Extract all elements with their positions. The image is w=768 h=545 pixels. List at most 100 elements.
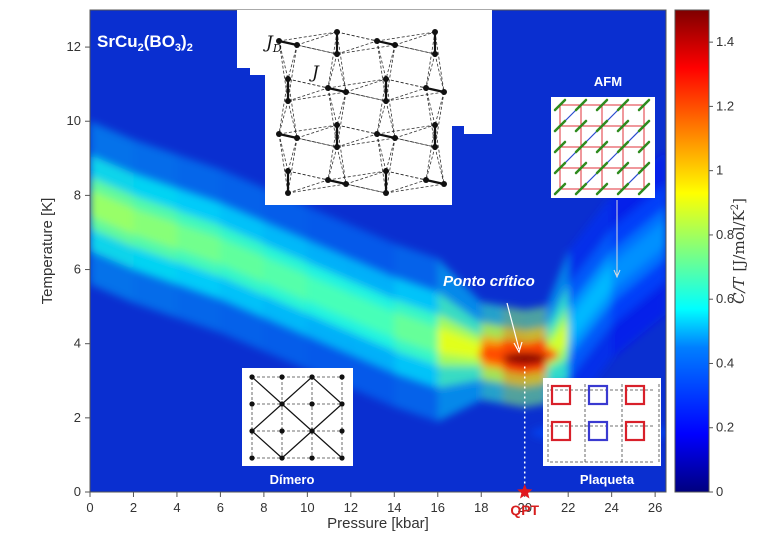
y-tick-label: 2 — [74, 410, 81, 425]
lattice-j-bond — [425, 31, 436, 89]
label-j: J — [309, 63, 320, 83]
lattice-j-bond — [296, 44, 338, 55]
lattice-site — [294, 42, 300, 48]
dimer-site — [249, 455, 255, 461]
x-tick-label: 8 — [260, 500, 267, 515]
lattice-j-bond — [385, 44, 396, 102]
dimer-bond — [311, 376, 343, 405]
lattice-jd-bond — [376, 132, 396, 140]
lattice-site — [325, 85, 331, 91]
afm-spin-arrow — [616, 182, 630, 196]
lattice-j-bond — [394, 44, 436, 55]
plaquette-square — [624, 384, 646, 406]
colorbar: 0 0.2 0.4 0.6 0.8 1 1.2 1.4 C/T[J/mol/K2] — [674, 9, 748, 499]
colorbar-tick-label: 0.4 — [716, 355, 734, 370]
heat-band-segment — [133, 208, 177, 250]
y-tick-label: 6 — [74, 262, 81, 277]
afm-inset: AFM — [551, 74, 655, 279]
lattice-j-bond — [394, 137, 436, 148]
lattice-j-bond — [376, 40, 387, 102]
lattice-site — [383, 76, 389, 82]
lattice-site — [374, 131, 380, 137]
critical-point-arrow-line — [506, 302, 520, 350]
lattice-site — [423, 177, 429, 183]
lattice-j-bond — [287, 179, 329, 194]
afm-pointer-arrowhead — [613, 269, 621, 279]
label-jd: JD — [263, 33, 282, 55]
lattice-j-bond — [278, 40, 289, 102]
lattice-j-bond — [296, 31, 338, 46]
x-tick-label: 10 — [300, 500, 314, 515]
lattice-site — [285, 98, 291, 104]
afm-spin-arrow — [595, 140, 609, 154]
colorbar-title: C/T[J/mol/K2] — [730, 198, 748, 304]
plaquette-inset: Plaqueta — [543, 378, 661, 487]
afm-spin-arrow — [595, 161, 609, 175]
lattice-j-bond — [327, 31, 338, 89]
y-axis-title: Temperature [K] — [39, 198, 56, 305]
y-tick-label: 4 — [74, 336, 81, 351]
x-tick-label: 12 — [344, 500, 358, 515]
colorbar-tick-label: 1 — [716, 163, 723, 178]
afm-spin-arrow — [616, 140, 630, 154]
lattice-j-bond — [345, 183, 387, 194]
dimer-site — [279, 374, 285, 380]
lattice-inset-extension — [452, 10, 492, 134]
plaquette-square — [624, 420, 646, 442]
heat-band-segment — [90, 189, 134, 235]
heat-band-segment — [307, 275, 351, 320]
lattice-j-bond — [345, 170, 387, 185]
lattice-j-bond — [376, 78, 387, 135]
dimer-site — [309, 374, 315, 380]
colorbar-tick-label: 0.8 — [716, 227, 734, 242]
colorbar-tick-label: 1.4 — [716, 34, 734, 49]
lattice-site — [392, 42, 398, 48]
plaquette-square — [550, 420, 572, 442]
lattice-j-bond — [327, 124, 338, 181]
lattice-j-bond — [287, 87, 329, 102]
x-tick-label: 14 — [387, 500, 401, 515]
afm-spin-arrow — [637, 161, 651, 175]
y-tick-label: 8 — [74, 187, 81, 202]
critical-point-annotation: Ponto crítico — [443, 273, 535, 354]
lattice-jd-bond — [327, 86, 347, 94]
lattice-site — [285, 190, 291, 196]
heat-band-segment — [394, 312, 438, 353]
afm-spin-arrow — [616, 161, 630, 175]
heat-band-segment — [220, 238, 264, 283]
lattice-j-bond — [425, 124, 436, 181]
qpt-label: QPT — [510, 502, 539, 518]
plaquette-lattice — [547, 384, 660, 463]
afm-spin-arrow — [553, 119, 567, 133]
y-tick-label: 12 — [67, 39, 81, 54]
lattice-j-bond — [278, 100, 289, 135]
lattice-j-bond — [287, 137, 298, 172]
afm-spin-arrow — [637, 119, 651, 133]
colorbar-gradient — [674, 9, 710, 493]
lattice-j-bond — [425, 87, 436, 126]
afm-spin-arrow — [616, 98, 630, 112]
lattice-j-bond — [434, 91, 445, 148]
colorbar-tick-label: 1.2 — [716, 98, 734, 113]
y-axis-ticks: 0 2 4 6 8 10 12 — [67, 39, 90, 499]
dimer-site — [309, 428, 315, 434]
lattice-site — [334, 144, 340, 150]
lattice-jd-bond — [327, 178, 347, 186]
dimer-site — [309, 455, 315, 461]
lattice-j-bond — [278, 133, 289, 172]
lattice-j-bond — [278, 78, 289, 135]
dimer-site — [339, 401, 345, 407]
lattice-site — [334, 29, 340, 35]
afm-spin-arrow — [595, 98, 609, 112]
afm-spin-arrow — [574, 98, 588, 112]
lattice-j-bond — [434, 146, 445, 185]
lattice-j-bond — [327, 146, 338, 181]
critical-point-arrowhead — [513, 341, 523, 354]
dimer-bond — [251, 430, 283, 459]
lattice-j-bond — [345, 78, 387, 93]
x-tick-label: 6 — [217, 500, 224, 515]
lattice-site — [276, 131, 282, 137]
dimer-lattice — [249, 374, 345, 461]
lattice-j-bond — [327, 53, 338, 89]
